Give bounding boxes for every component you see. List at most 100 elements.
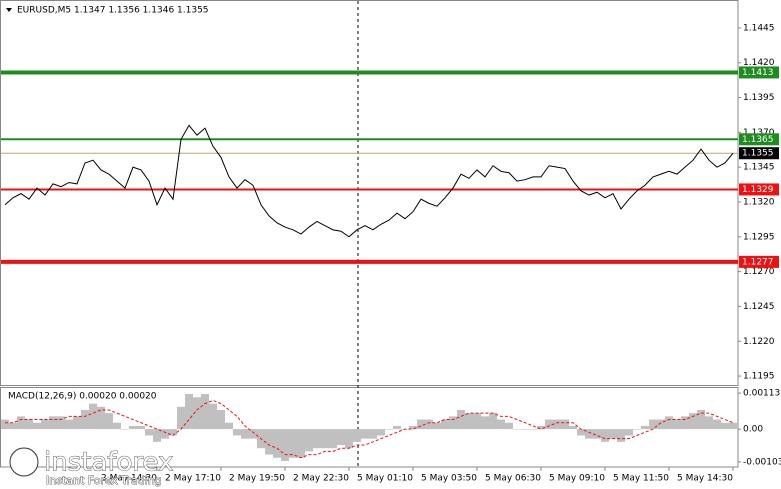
macd-bar — [505, 422, 513, 430]
macd-bar — [33, 422, 41, 430]
price-pane-frame — [0, 0, 739, 386]
watermark-logo — [9, 447, 39, 477]
macd-bar — [225, 422, 233, 430]
macd-bar — [185, 394, 193, 430]
macd-bar — [689, 413, 697, 430]
x-tick-label: 2 May 14:30 — [101, 474, 157, 484]
x-tick-label: 2 May 17:10 — [165, 474, 221, 484]
macd-bar — [169, 429, 177, 436]
macd-bar — [121, 429, 129, 430]
price-level-label: 1.1355 — [742, 149, 774, 159]
price-level-label: 1.1329 — [742, 185, 774, 195]
macd-bar — [649, 419, 657, 430]
macd-bar — [633, 429, 641, 430]
macd-bar — [321, 429, 329, 449]
macd-bar — [449, 416, 457, 430]
y-tick-label: 1.1345 — [743, 163, 775, 173]
macd-bar — [193, 397, 201, 430]
macd-bar — [641, 425, 649, 430]
macd-bar — [265, 429, 273, 455]
macd-bar — [593, 429, 601, 439]
macd-bar — [49, 416, 57, 430]
macd-bar — [353, 429, 361, 442]
macd-bar — [113, 422, 121, 430]
macd-bar — [17, 416, 25, 430]
price-line — [4, 124, 734, 238]
macd-bar — [441, 419, 449, 430]
macd-bar — [57, 416, 65, 430]
price-level-label: 1.1365 — [742, 135, 774, 145]
macd-bar — [577, 429, 585, 436]
macd-bar — [97, 406, 105, 430]
macd-bar — [345, 429, 353, 449]
watermark-tagline: Instant Forex Trading — [46, 474, 162, 487]
price-level-label: 1.1413 — [742, 68, 774, 78]
watermark-brand: instaforex — [44, 448, 173, 478]
macd-title: MACD(12,26,9) 0.00020 0.00020 — [8, 392, 157, 402]
macd-bar — [105, 413, 113, 430]
x-tick-label: 5 May 03:50 — [421, 474, 477, 484]
macd-bar — [617, 429, 625, 442]
y-tick-label: 1.1420 — [743, 58, 775, 68]
macd-bar — [241, 429, 249, 439]
macd-bar — [65, 419, 73, 430]
macd-bar — [481, 416, 489, 430]
chart-title: EURUSD,M5 1.1347 1.1356 1.1346 1.1355 — [17, 6, 209, 16]
macd-bar — [313, 429, 321, 449]
macd-bar — [473, 413, 481, 430]
macd-bar — [553, 419, 561, 430]
macd-bar — [697, 409, 705, 430]
macd-bar — [657, 419, 665, 430]
macd-bar — [417, 419, 425, 430]
macd-bar — [673, 419, 681, 430]
x-tick-label: 5 May 01:10 — [357, 474, 413, 484]
y-tick-label: 1.1370 — [743, 128, 775, 138]
macd-bar — [369, 429, 377, 439]
macd-bar — [625, 429, 633, 436]
macd-bar — [425, 419, 433, 430]
macd-bar — [665, 416, 673, 430]
y-tick-label: 1.1295 — [743, 232, 775, 242]
macd-bar — [361, 429, 369, 439]
x-tick-label: 5 May 06:30 — [485, 474, 541, 484]
macd-bar — [289, 429, 297, 458]
macd-bar — [705, 416, 713, 430]
macd-bar — [561, 419, 569, 430]
x-tick-label: 5 May 09:10 — [549, 474, 605, 484]
macd-bar — [393, 425, 401, 430]
macd-bar — [569, 425, 577, 430]
watermark: instaforex Instant Forex Trading — [9, 447, 174, 487]
macd-bar — [377, 429, 385, 436]
macd-bar — [433, 422, 441, 430]
macd-bar — [249, 429, 257, 439]
macd-bar — [713, 419, 721, 430]
macd-bar — [281, 429, 289, 461]
macd-bar — [233, 429, 241, 436]
macd-bar — [601, 429, 609, 442]
macd-bar — [529, 429, 537, 430]
y-tick-label: 1.1320 — [743, 197, 775, 207]
macd-bar — [409, 425, 417, 430]
price-level-label: 1.1277 — [742, 257, 774, 267]
y-tick-label: 1.1220 — [743, 337, 775, 347]
macd-bar — [201, 394, 209, 430]
macd-bar — [329, 429, 337, 449]
macd-signal-line — [5, 399, 734, 459]
macd-bar — [137, 425, 145, 430]
macd-bar — [1, 419, 9, 430]
macd-bar — [217, 409, 225, 430]
x-tick-label: 5 May 11:50 — [613, 474, 669, 484]
y-tick-label: 1.1395 — [743, 93, 775, 103]
y-tick-label: -0.00103 — [743, 457, 781, 467]
macd-bar — [489, 413, 497, 430]
macd-bar — [145, 429, 153, 436]
macd-bar — [25, 419, 33, 430]
y-tick-label: 1.1445 — [743, 23, 775, 33]
macd-bar — [609, 429, 617, 439]
x-tick-label: 5 May 14:30 — [677, 474, 733, 484]
menu-arrow — [6, 8, 12, 12]
y-tick-label: 1.1270 — [743, 267, 775, 277]
x-tick-label: 2 May 22:30 — [293, 474, 349, 484]
macd-bar — [209, 403, 217, 430]
